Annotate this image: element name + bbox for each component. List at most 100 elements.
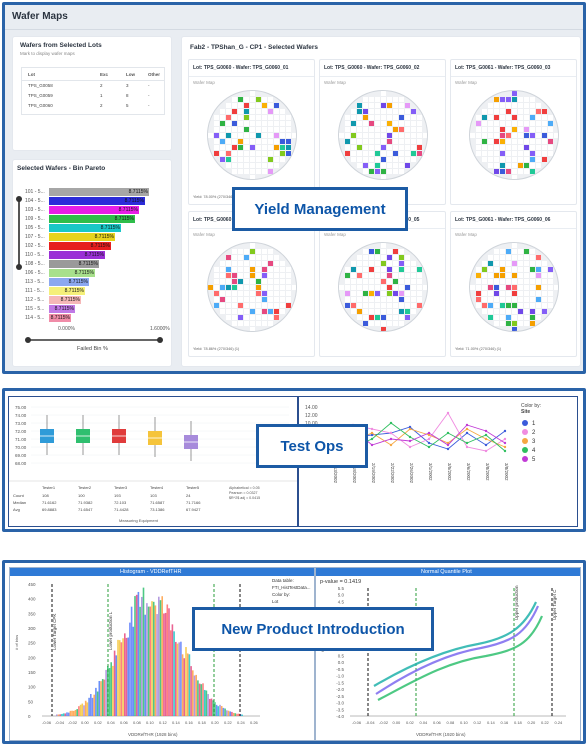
histogram-bar (95, 687, 97, 716)
pareto-bar-label: 109 - 5... (25, 216, 45, 222)
wafer-die (512, 327, 517, 331)
pareto-range-slider[interactable] (16, 196, 22, 270)
wafer-die (274, 163, 279, 168)
histogram-bar (185, 647, 187, 716)
table-cell: 71.6162 (42, 500, 57, 505)
y-tick-label: 300 (28, 626, 36, 631)
legend-label: 2 (532, 430, 536, 436)
pareto-bar[interactable]: 8.7115% (49, 251, 105, 259)
pareto-x-scroll[interactable] (25, 337, 163, 343)
wafer-die (506, 297, 511, 302)
wafer-die (506, 291, 511, 296)
wafer-die (542, 285, 547, 290)
legend-title: Color by: (521, 403, 541, 409)
pareto-bar[interactable]: 8.7115% (49, 215, 135, 223)
wafer-card[interactable]: Lot: TPS_G0061 - Wafer: TPS_G0060_03 Wafe… (450, 59, 577, 205)
wafer-die (268, 145, 273, 150)
wafer-card[interactable]: Lot: TPS_G0060 - Wafer: TPS_G0060_02 Wafe… (319, 59, 446, 205)
wafer-die (482, 145, 487, 150)
x-tick-label: 0.00 (393, 720, 402, 725)
x-tick-label: -0.06 (42, 720, 52, 725)
wafer-die (494, 133, 499, 138)
wafer-die (530, 103, 535, 108)
pareto-bar[interactable]: 8.7115% (49, 224, 121, 232)
pareto-bar[interactable]: 8.7115% (49, 296, 81, 304)
wafer-die (405, 139, 410, 144)
wafer-card[interactable]: Lot: TPS_G0060 - Wafer: TPS_G0060_01 Wafe… (188, 59, 315, 205)
wafer-die (280, 115, 285, 120)
wafer-map-subtitle: Wafer Map (193, 80, 215, 85)
wafer-die (494, 273, 499, 278)
wafer-card[interactable]: Lot: TPS_G0060 - Wafer: TPS_G0060_04Wafe… (188, 211, 315, 357)
slider-handle-top[interactable] (16, 196, 22, 202)
table-row[interactable]: TPS_G0059 1 8 - (22, 93, 164, 102)
histogram-bar (198, 683, 201, 716)
pareto-bar[interactable]: 8.7115% (49, 260, 99, 268)
wafer-die (500, 249, 505, 254)
wafer-die (238, 303, 243, 308)
wafer-die (363, 133, 368, 138)
wafer-card[interactable]: Lot: TPS_G0060 - Wafer: TPS_G0060_05Wafe… (319, 211, 446, 357)
pareto-bar[interactable]: 8.7115% (49, 188, 149, 196)
wafer-die (268, 267, 273, 272)
wafer-die (357, 309, 362, 314)
wafer-die (369, 169, 374, 174)
wafer-die (506, 309, 511, 314)
table-row[interactable]: TPS_G0060 2 5 - (22, 103, 164, 112)
wafer-die (351, 115, 356, 120)
wafer-die (524, 297, 529, 302)
wafer-die (369, 139, 374, 144)
x-tick-label: 0.08 (133, 720, 142, 725)
pareto-bar[interactable]: 8.7115% (49, 233, 115, 241)
pareto-bar[interactable]: 8.7115% (49, 197, 145, 205)
wafer-die (250, 175, 255, 179)
wafer-die (512, 133, 517, 138)
wafer-die (274, 309, 279, 314)
pareto-bar-value: 8.7115% (100, 225, 120, 231)
x-tick-label: 0.04 (420, 720, 429, 725)
wafer-die (286, 297, 291, 302)
x-tick-label: -0.02 (68, 720, 78, 725)
pareto-bar[interactable]: 8.7115% (49, 242, 111, 250)
wafer-die (357, 151, 362, 156)
wafer-die (494, 249, 499, 254)
wafer-die (399, 103, 404, 108)
wafer-die (351, 139, 356, 144)
wafer-die (375, 103, 380, 108)
pareto-bar[interactable]: 8.7115% (49, 314, 71, 322)
histogram-titlebar (10, 568, 314, 576)
wafer-die (530, 121, 535, 126)
table-row[interactable]: TPS_G0058 2 3 - (22, 83, 164, 92)
y-tick-label: 5.0 (338, 593, 345, 598)
quantile-title: Normal Quantile Plot (421, 569, 472, 575)
pareto-bar[interactable]: 8.7115% (49, 287, 85, 295)
wafer-die (381, 243, 386, 248)
wafer-die (405, 127, 410, 132)
pareto-bar[interactable]: 8.7115% (49, 305, 75, 313)
wafer-card[interactable]: Lot: TPS_G0061 - Wafer: TPS_G0060_06 Wafe… (450, 211, 577, 357)
wafer-die (482, 109, 487, 114)
pareto-bar-label: 103 - 5... (25, 207, 45, 213)
pareto-bar[interactable]: 8.7115% (49, 269, 95, 277)
wafer-die (351, 309, 356, 314)
wafer-die (226, 261, 231, 266)
wafer-die (232, 163, 237, 168)
wafer-die (524, 261, 529, 266)
pareto-bar[interactable]: 8.7115% (49, 206, 139, 214)
wafer-die (226, 309, 231, 314)
wafer-card-divider (320, 76, 445, 77)
wafer-die (405, 151, 410, 156)
slider-handle-bottom[interactable] (16, 264, 22, 270)
series-point (370, 443, 374, 447)
wafer-die (542, 139, 547, 144)
wafer-die (244, 267, 249, 272)
pareto-bar[interactable]: 8.7115% (49, 278, 89, 286)
wafer-die (500, 145, 505, 150)
side-panel-text: Data table: (272, 578, 294, 583)
wafer-die (286, 121, 291, 126)
wafer-die (369, 249, 374, 254)
wafer-die (268, 103, 273, 108)
histogram-bar (66, 712, 68, 716)
wafer-die (530, 157, 535, 162)
wafer-die (220, 157, 225, 162)
